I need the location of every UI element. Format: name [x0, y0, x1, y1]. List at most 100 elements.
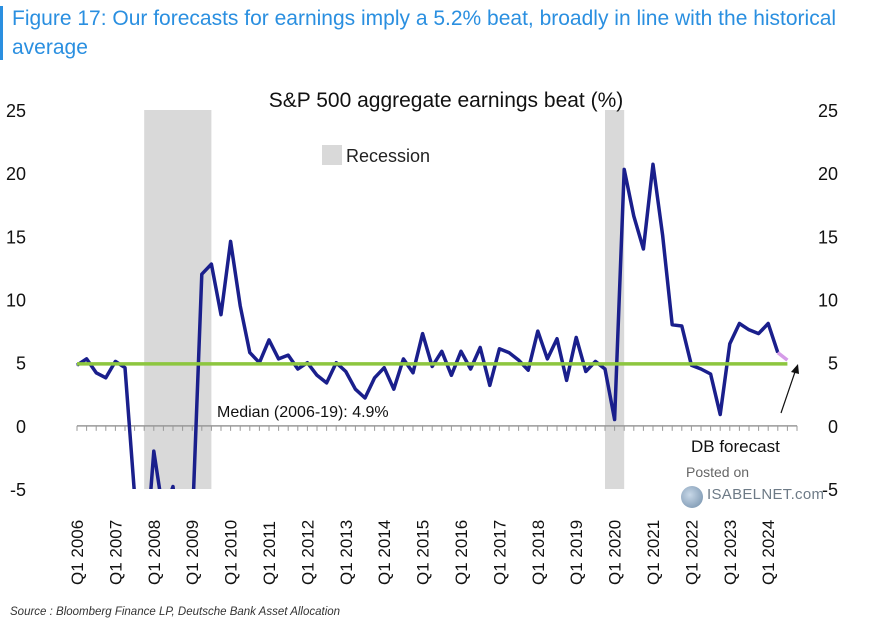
series-point [642, 248, 644, 250]
series-point [460, 350, 462, 352]
series-point [124, 367, 126, 369]
series-point [518, 359, 520, 361]
x-tick-label: Q1 2012 [298, 520, 317, 585]
y-tick-label-right: 15 [818, 227, 838, 247]
y-tick-label-right: -5 [822, 480, 838, 500]
series-point [220, 314, 222, 316]
y-tick-label-left: -5 [10, 480, 26, 500]
legend-swatch-recession [322, 145, 342, 165]
series-point [575, 336, 577, 338]
y-tick-label-left: 10 [6, 291, 26, 311]
series-point [546, 358, 548, 360]
series-line-db-forecast [776, 351, 789, 362]
series-point [729, 343, 731, 345]
y-tick-label-right: 20 [818, 164, 838, 184]
x-tick-label: Q1 2021 [644, 520, 663, 585]
series-point [470, 368, 472, 370]
series-point [278, 358, 280, 360]
chart-title: S&P 500 aggregate earnings beat (%) [269, 89, 624, 112]
db-forecast-arrow [780, 368, 797, 414]
x-tick-label: Q1 2008 [145, 520, 164, 585]
source-note: Source : Bloomberg Finance LP, Deutsche … [10, 606, 341, 618]
x-tick-label: Q1 2022 [682, 520, 701, 585]
x-tick-label: Q1 2018 [529, 520, 548, 585]
series-point [450, 374, 452, 376]
series-point [431, 366, 433, 367]
series-point [268, 339, 270, 341]
x-tick-label: Q1 2009 [183, 520, 202, 585]
series-point [738, 323, 740, 324]
x-tick-label: Q1 2016 [452, 520, 471, 585]
series-point [326, 382, 328, 384]
series-point [662, 234, 664, 236]
series-point [758, 333, 760, 335]
series-point [527, 369, 529, 371]
series-point [210, 263, 212, 265]
series-point [345, 371, 347, 372]
series-point [681, 325, 683, 327]
series-point [86, 358, 88, 360]
y-tick-label-left: 25 [6, 101, 26, 121]
series-point [249, 352, 251, 354]
series-point [383, 367, 385, 369]
y-tick-label-left: 0 [16, 417, 26, 437]
legend-label-recession: Recession [346, 146, 430, 166]
x-tick-label: Q1 2013 [337, 520, 356, 585]
series-point [748, 329, 750, 331]
series-point [633, 215, 635, 217]
series-point [201, 273, 203, 275]
series-point [614, 419, 616, 420]
series-point [556, 338, 558, 340]
x-tick-label: Q1 2019 [567, 520, 586, 585]
watermark-site: ISABELNET.com [707, 486, 825, 503]
x-tick-label: Q1 2007 [106, 520, 125, 585]
series-point [230, 240, 232, 242]
series-point [354, 388, 356, 390]
y-tick-label-left: 5 [16, 354, 26, 374]
series-point [623, 168, 625, 170]
series-point [585, 371, 587, 372]
x-tick-label: Q1 2023 [721, 520, 740, 585]
series-point [441, 350, 443, 352]
series-point [297, 368, 299, 370]
series-point [374, 377, 376, 379]
series-point [422, 333, 424, 335]
series-point [412, 372, 414, 374]
db-forecast-arrowhead [791, 364, 799, 374]
x-tick-label: Q1 2017 [490, 520, 509, 585]
x-tick-label: Q1 2011 [260, 521, 279, 585]
x-tick-label: Q1 2006 [68, 520, 87, 585]
series-point [652, 163, 654, 165]
recession-band-2 [605, 110, 625, 489]
series-point [163, 514, 164, 515]
y-tick-label-right: 5 [828, 354, 838, 374]
series-line-earnings-beat [76, 162, 780, 489]
series-point [172, 486, 174, 487]
series-point [153, 450, 155, 452]
median-label: Median (2006-19): 4.9% [217, 404, 389, 421]
series-point [479, 347, 481, 348]
series-point [700, 368, 702, 370]
series-point [316, 374, 318, 376]
x-tick-label: Q1 2015 [414, 520, 433, 585]
y-tick-label-right: 10 [818, 291, 838, 311]
x-tick-label: Q1 2020 [606, 520, 625, 585]
y-tick-label-left: 20 [6, 164, 26, 184]
series-point [719, 414, 721, 415]
db-forecast-label: DB forecast [691, 437, 780, 456]
series-point [671, 324, 673, 326]
series-point [489, 384, 491, 386]
series-point [508, 352, 510, 354]
x-tick-label: Q1 2024 [759, 520, 778, 585]
series-point [287, 354, 289, 356]
isabelnet-globe-icon [681, 486, 703, 508]
series-point [537, 330, 539, 332]
series-point [105, 377, 107, 379]
series-point [566, 379, 568, 381]
series-point [767, 323, 769, 324]
title-accent-bar [0, 6, 3, 60]
series-point [604, 368, 606, 370]
figure-title: Figure 17: Our forecasts for earnings im… [12, 7, 837, 59]
y-tick-label-left: 15 [6, 227, 26, 247]
